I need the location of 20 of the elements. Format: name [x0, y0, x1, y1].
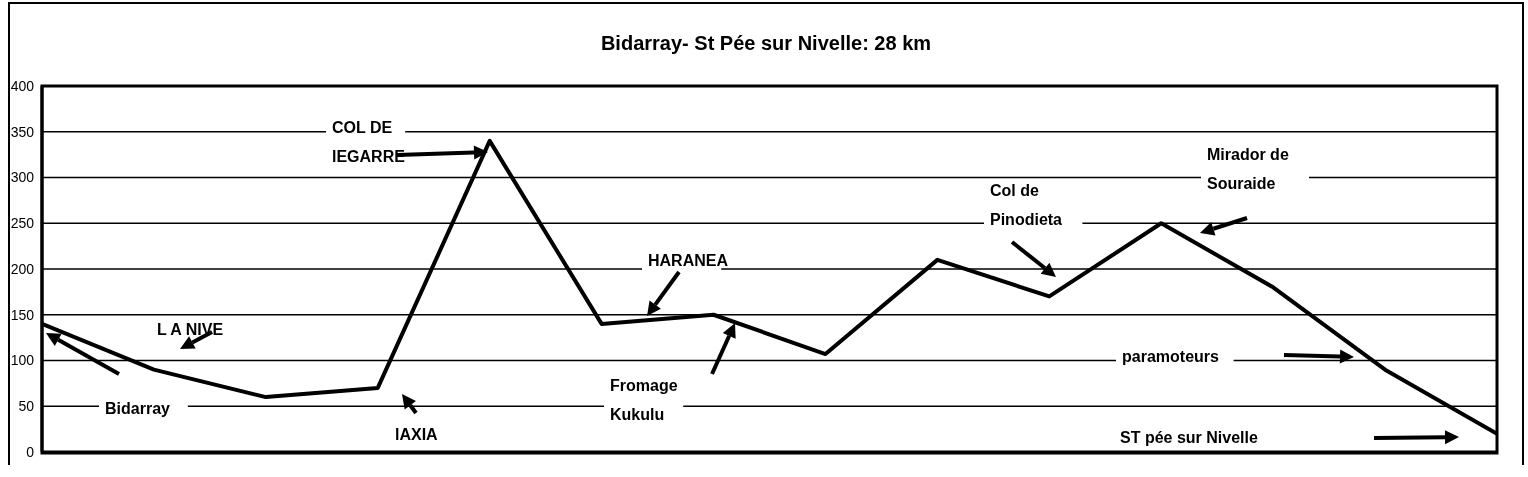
annotation: COL DE lEGARRE [332, 119, 406, 165]
annotation: paramoteurs [1122, 348, 1220, 365]
annotation: L A NIVE [157, 321, 224, 338]
annotation: lAXIA [395, 426, 439, 443]
annotation: Mirador de Souraide [1207, 146, 1289, 192]
y-tick-label: 400 [10, 77, 35, 94]
annotation: Col de Pinodieta [990, 182, 1063, 228]
y-tick-label: 300 [10, 169, 35, 186]
y-tick-label: 0 [26, 443, 35, 460]
y-tick-label: 350 [10, 123, 35, 140]
annotation: ST pée sur Nivelle [1120, 429, 1258, 446]
y-tick-label: 250 [10, 215, 35, 232]
annotation: HARANEA [648, 252, 729, 269]
chart-title: Bidarray- St Pée sur Nivelle: 28 km [599, 32, 933, 55]
annotation: Fromage Kukulu [610, 377, 678, 423]
y-tick-label: 150 [10, 306, 35, 323]
annotation: Bidarray [105, 400, 171, 417]
y-tick-label: 100 [10, 352, 35, 369]
y-tick-label: 50 [18, 398, 35, 415]
y-tick-label: 200 [10, 260, 35, 277]
